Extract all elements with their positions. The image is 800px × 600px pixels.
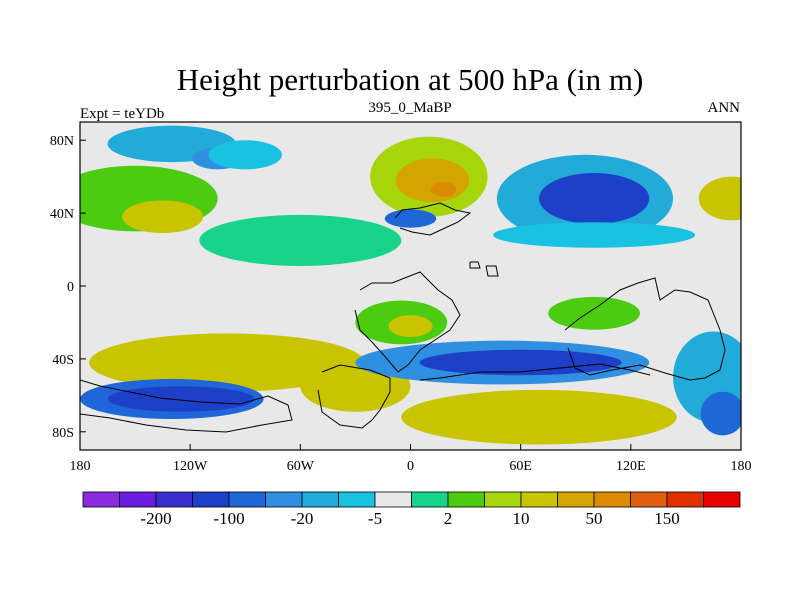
colorbar-label-7: 150	[654, 509, 680, 528]
colorbar-box-1	[119, 491, 157, 508]
colorbar-box-6	[301, 491, 339, 508]
y-tick-label-0: 80N	[50, 134, 74, 149]
colorbar-label-0: -200	[140, 509, 171, 528]
coastline-north-africa	[394, 202, 472, 236]
contour-region-1	[122, 200, 204, 234]
y-tick-label-1: 40N	[50, 207, 74, 222]
contour-region-7	[395, 158, 470, 203]
x-tick-label-0: 180	[70, 459, 91, 474]
contour-region-25	[700, 391, 741, 436]
colorbar-box-13	[557, 491, 595, 508]
colorbar-box-17	[703, 491, 741, 508]
colorbar-box-2	[155, 491, 193, 508]
coastline-africa	[354, 271, 461, 373]
contour-region-22	[107, 386, 255, 412]
coastline-south-america	[317, 364, 391, 429]
contour-region-4	[208, 140, 282, 170]
axis-ticks: 180 120W 60W 0 60E 120E 180 80N 40N 0 40S 80S	[50, 134, 752, 474]
colorbar-label-6: 50	[586, 509, 603, 528]
coastline-islands	[469, 261, 481, 269]
contour-region-10	[539, 173, 650, 225]
x-tick-label-5: 120E	[616, 459, 646, 474]
colorbar-box-11	[484, 491, 522, 508]
left-string: Expt = teYDb	[80, 106, 164, 122]
colorbar-box-8	[374, 491, 412, 508]
contour-region-20	[401, 389, 677, 445]
contour-region-23	[548, 296, 641, 330]
colorbar-box-10	[447, 491, 485, 508]
contour-region-8	[430, 182, 457, 197]
colorbar-box-9	[411, 491, 449, 508]
x-tick-label-6: 180	[731, 459, 752, 474]
colorbar-box-5	[265, 491, 303, 508]
coastline-antarctica	[80, 379, 293, 433]
contour-region-12	[384, 209, 437, 228]
x-tick-label-3: 0	[407, 459, 414, 474]
colorbar-box-16	[666, 491, 704, 508]
colorbar-box-14	[593, 491, 631, 508]
contour-fill-layer	[80, 125, 741, 445]
x-tick-label-4: 60E	[509, 459, 532, 474]
colorbar-label-2: -20	[291, 509, 314, 528]
contour-region-16	[89, 333, 365, 392]
right-string: ANN	[708, 100, 741, 116]
y-tick-label-2: 0	[67, 280, 74, 295]
map-area	[79, 121, 742, 451]
colorbar-box-12	[520, 491, 558, 508]
x-tick-label-2: 60W	[287, 459, 315, 474]
colorbar-box-0	[82, 491, 120, 508]
colorbar-label-5: 10	[513, 509, 530, 528]
colorbar-box-4	[228, 491, 266, 508]
colorbar-box-7	[338, 491, 376, 508]
coastline-indian-ocean	[419, 363, 651, 381]
chart-title: Height perturbation at 500 hPa (in m)	[177, 62, 644, 97]
center-string: 395_0_MaBP	[368, 100, 451, 116]
contour-region-15	[388, 315, 433, 338]
colorbar-box-3	[192, 491, 230, 508]
colorbar-label-4: 2	[444, 509, 453, 528]
coastline-islands-2	[485, 265, 499, 277]
contour-region-5	[199, 214, 402, 266]
colorbar-box-15	[630, 491, 668, 508]
colorbar: -200 -100 -20 -5 2 10 50 150	[82, 491, 741, 528]
coastline-layer	[80, 202, 726, 433]
y-tick-label-4: 80S	[52, 426, 74, 441]
colorbar-label-3: -5	[368, 509, 382, 528]
y-tick-label-3: 40S	[52, 353, 74, 368]
colorbar-label-1: -100	[213, 509, 244, 528]
contour-region-13	[493, 222, 696, 248]
contour-region-11	[698, 176, 741, 221]
x-tick-label-1: 120W	[173, 459, 208, 474]
